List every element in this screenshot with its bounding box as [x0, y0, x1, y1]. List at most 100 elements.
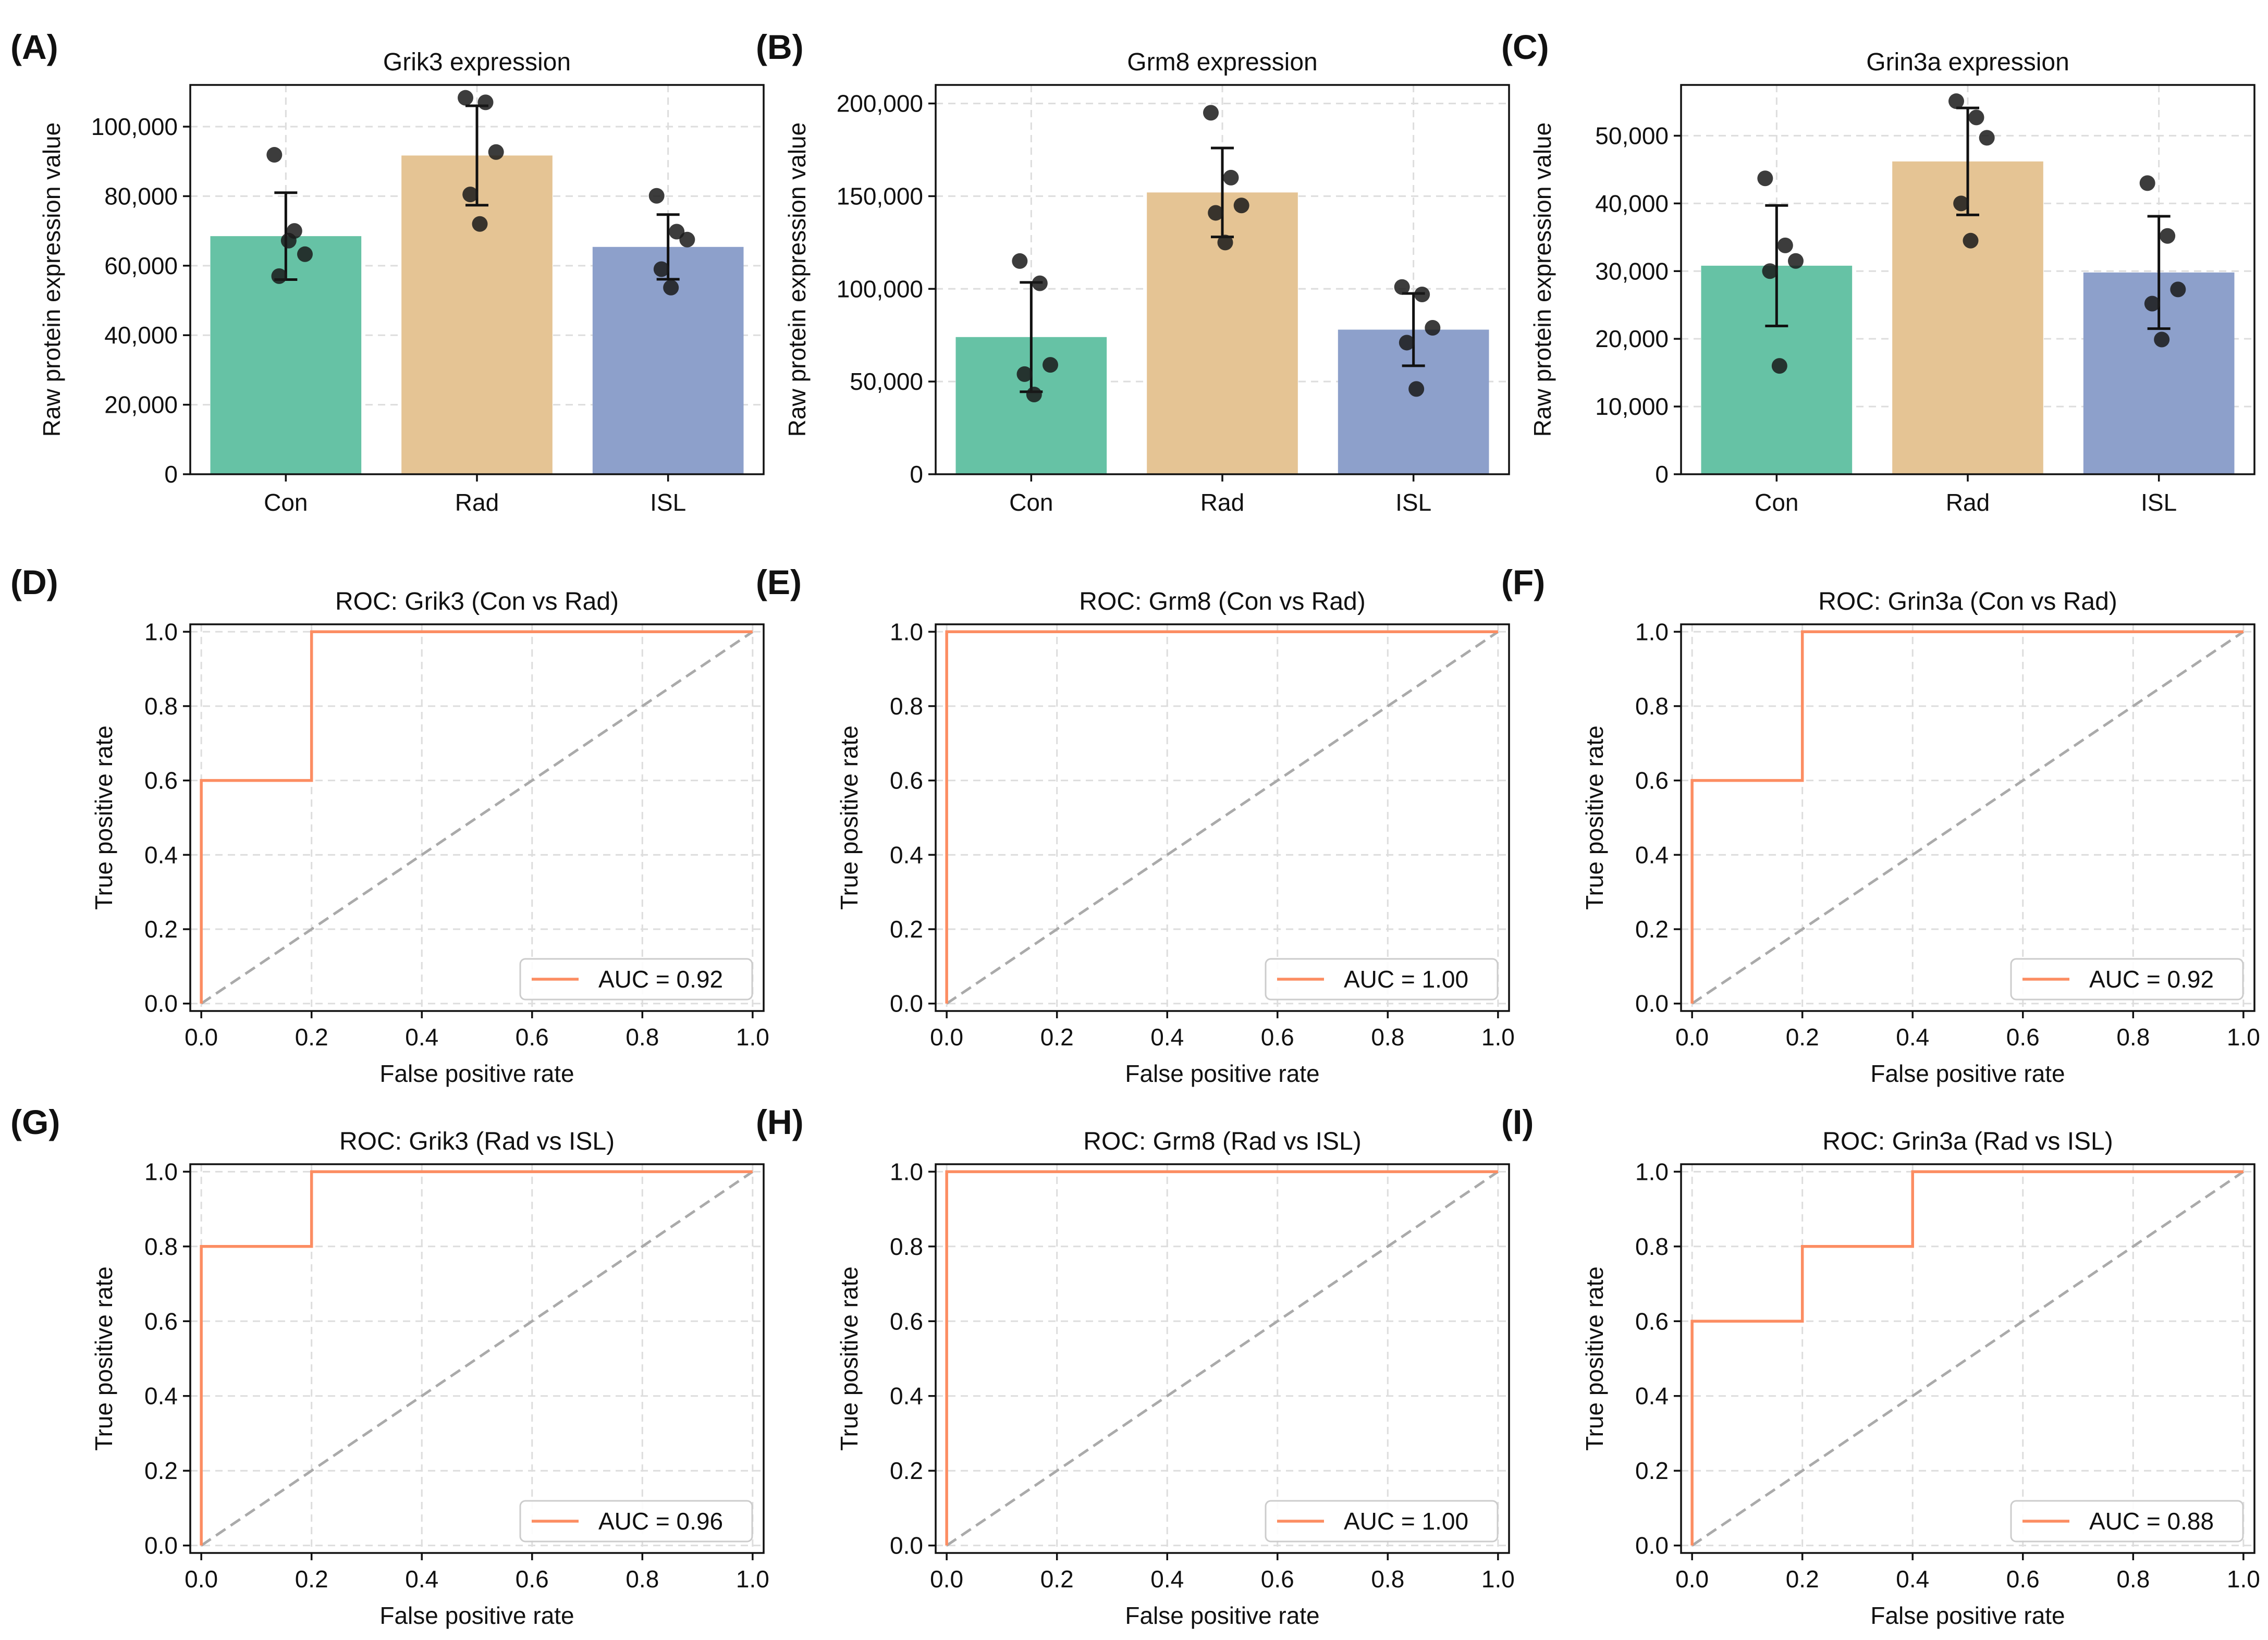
panel-label: (G) — [10, 1103, 60, 1141]
y-tick-label: 200,000 — [837, 90, 923, 117]
data-point — [1012, 253, 1028, 269]
panel-label: (F) — [1501, 563, 1545, 601]
x-tick-label: 0.4 — [405, 1024, 438, 1051]
error-bar-con — [1765, 204, 1788, 327]
y-tick-label: 50,000 — [1595, 122, 1669, 149]
x-tick-label: 0.0 — [930, 1565, 963, 1593]
y-tick-label: 0.8 — [1635, 1233, 1669, 1260]
plot-frame — [935, 623, 1510, 1012]
panel-c: 0 10,000 20,000 30,000 40,000 50,000 Con Rad ISL… — [1501, 28, 2255, 516]
chart-title: ROC: Grin3a (Con vs Rad) — [1818, 588, 2117, 615]
x-tick-label: Rad — [1946, 489, 1990, 516]
y-tick-label: 0.4 — [890, 1383, 923, 1410]
y-tick-label: 0.2 — [890, 1457, 923, 1484]
y-tick-label: 0 — [910, 461, 923, 488]
legend: AUC = 0.88 — [2010, 1500, 2244, 1543]
data-point — [458, 90, 473, 106]
panel-label: (I) — [1501, 1103, 1534, 1141]
data-point — [488, 144, 504, 160]
x-tick-label: 0.8 — [2116, 1565, 2150, 1593]
roc-curve — [1690, 630, 2244, 1004]
x-tick-label: 0.6 — [2006, 1024, 2040, 1051]
data-point — [1979, 130, 1995, 146]
y-tick-label: 0.2 — [1635, 1457, 1669, 1484]
x-tick-label: 0.6 — [516, 1024, 549, 1051]
legend-label: AUC = 1.00 — [1344, 966, 1468, 993]
y-tick-label: 0.6 — [1635, 767, 1669, 794]
y-tick-label: 0.0 — [144, 1532, 178, 1559]
x-tick-label: ISL — [1395, 489, 1431, 516]
data-point — [1203, 105, 1219, 121]
y-axis-label: Raw protein expression value — [783, 122, 811, 437]
y-tick-label: 40,000 — [1595, 190, 1669, 217]
panel-i: 0.00.0 0.2 0.2 0.4 0.4 0.6 0.6 0.8 0.8 1.0 1.0 AUC … — [1501, 1103, 2260, 1629]
x-tick-label: 0.8 — [626, 1024, 659, 1051]
data-point — [1762, 263, 1778, 279]
chart-title: Grik3 expression — [383, 48, 571, 76]
data-point — [1399, 335, 1415, 351]
x-tick-label: 0.2 — [1040, 1565, 1074, 1593]
data-point — [679, 231, 695, 248]
data-point — [1026, 387, 1042, 403]
y-tick-label: 20,000 — [104, 391, 178, 418]
data-point — [1016, 366, 1033, 382]
x-tick-label: 0.2 — [295, 1565, 328, 1593]
data-point — [477, 94, 494, 110]
panel-label: (A) — [10, 28, 58, 66]
data-point — [1408, 381, 1425, 397]
y-axis-label: True positive rate — [836, 1266, 863, 1451]
x-tick-label: 1.0 — [2227, 1024, 2260, 1051]
data-point — [2144, 295, 2160, 312]
data-point — [1414, 286, 1430, 302]
y-tick-label: 0 — [164, 461, 178, 488]
chart-title: ROC: Grik3 (Rad vs ISL) — [339, 1128, 615, 1155]
x-axis-label: False positive rate — [1870, 1060, 2065, 1087]
legend-box — [519, 1500, 753, 1543]
x-tick-label: 1.0 — [736, 1024, 769, 1051]
y-tick-label: 0.8 — [144, 1233, 178, 1260]
y-tick-label: 50,000 — [850, 368, 923, 395]
x-tick-label: 0.4 — [1896, 1024, 1929, 1051]
panel-label: (D) — [10, 563, 58, 601]
panel-h: 0.0 0.0 0.2 0.2 0.4 0.4 0.6 0.6 0.8 0.8 1.0 1.0 AUC … — [756, 1103, 1515, 1629]
data-point — [280, 232, 297, 249]
y-tick-label: 1.0 — [890, 618, 923, 645]
x-tick-label: 0.4 — [1150, 1024, 1184, 1051]
panel-e: 0.0 0.0 0.2 0.2 0.4 0.4 0.6 0.6 0.8 0.8 1.0 1.0 AUC … — [756, 563, 1515, 1087]
legend-label: AUC = 0.92 — [2089, 966, 2214, 993]
data-point — [1777, 237, 1793, 253]
panel-a: 0 20,000 40,000 60,000 80,000 100,000 Con Rad IS… — [10, 28, 765, 516]
legend-label: AUC = 0.96 — [598, 1508, 723, 1535]
y-tick-label: 0.6 — [890, 1308, 923, 1335]
chance-diagonal — [200, 631, 754, 1005]
chart-title: Grin3a expression — [1866, 48, 2069, 76]
data-point — [1948, 93, 1964, 109]
data-point — [653, 261, 669, 277]
y-tick-label: 0.4 — [1635, 841, 1669, 868]
x-tick-label: 0.8 — [626, 1565, 659, 1593]
x-tick-label: Con — [264, 489, 308, 516]
x-tick-label: Con — [1755, 489, 1798, 516]
x-tick-label: 0.6 — [1261, 1024, 1294, 1051]
legend: AUC = 0.96 — [519, 1500, 753, 1543]
legend: AUC = 1.00 — [1265, 958, 1499, 1001]
chart-title: Grm8 expression — [1127, 48, 1317, 76]
data-point — [1425, 319, 1441, 336]
panel-b: 0 50,000 100,000 150,000 200,000 Con Rad ISL Grm… — [756, 28, 1510, 516]
y-tick-label: 60,000 — [104, 252, 178, 279]
x-tick-label: Con — [1009, 489, 1053, 516]
data-point — [462, 187, 479, 203]
legend-label: AUC = 0.92 — [598, 966, 723, 993]
x-tick-label: 0.4 — [405, 1565, 438, 1593]
y-tick-label: 0.0 — [890, 990, 923, 1017]
x-tick-label: 0.0 — [1675, 1024, 1709, 1051]
data-point — [1217, 235, 1233, 251]
x-tick-label: 0.6 — [1261, 1565, 1294, 1593]
chance-diagonal — [1691, 1170, 2245, 1547]
x-tick-label: 1.0 — [1481, 1024, 1515, 1051]
y-tick-label: 0.8 — [890, 693, 923, 720]
x-axis-label: False positive rate — [1125, 1602, 1319, 1629]
x-tick-label: 0.0 — [185, 1024, 218, 1051]
data-point — [1043, 357, 1058, 373]
